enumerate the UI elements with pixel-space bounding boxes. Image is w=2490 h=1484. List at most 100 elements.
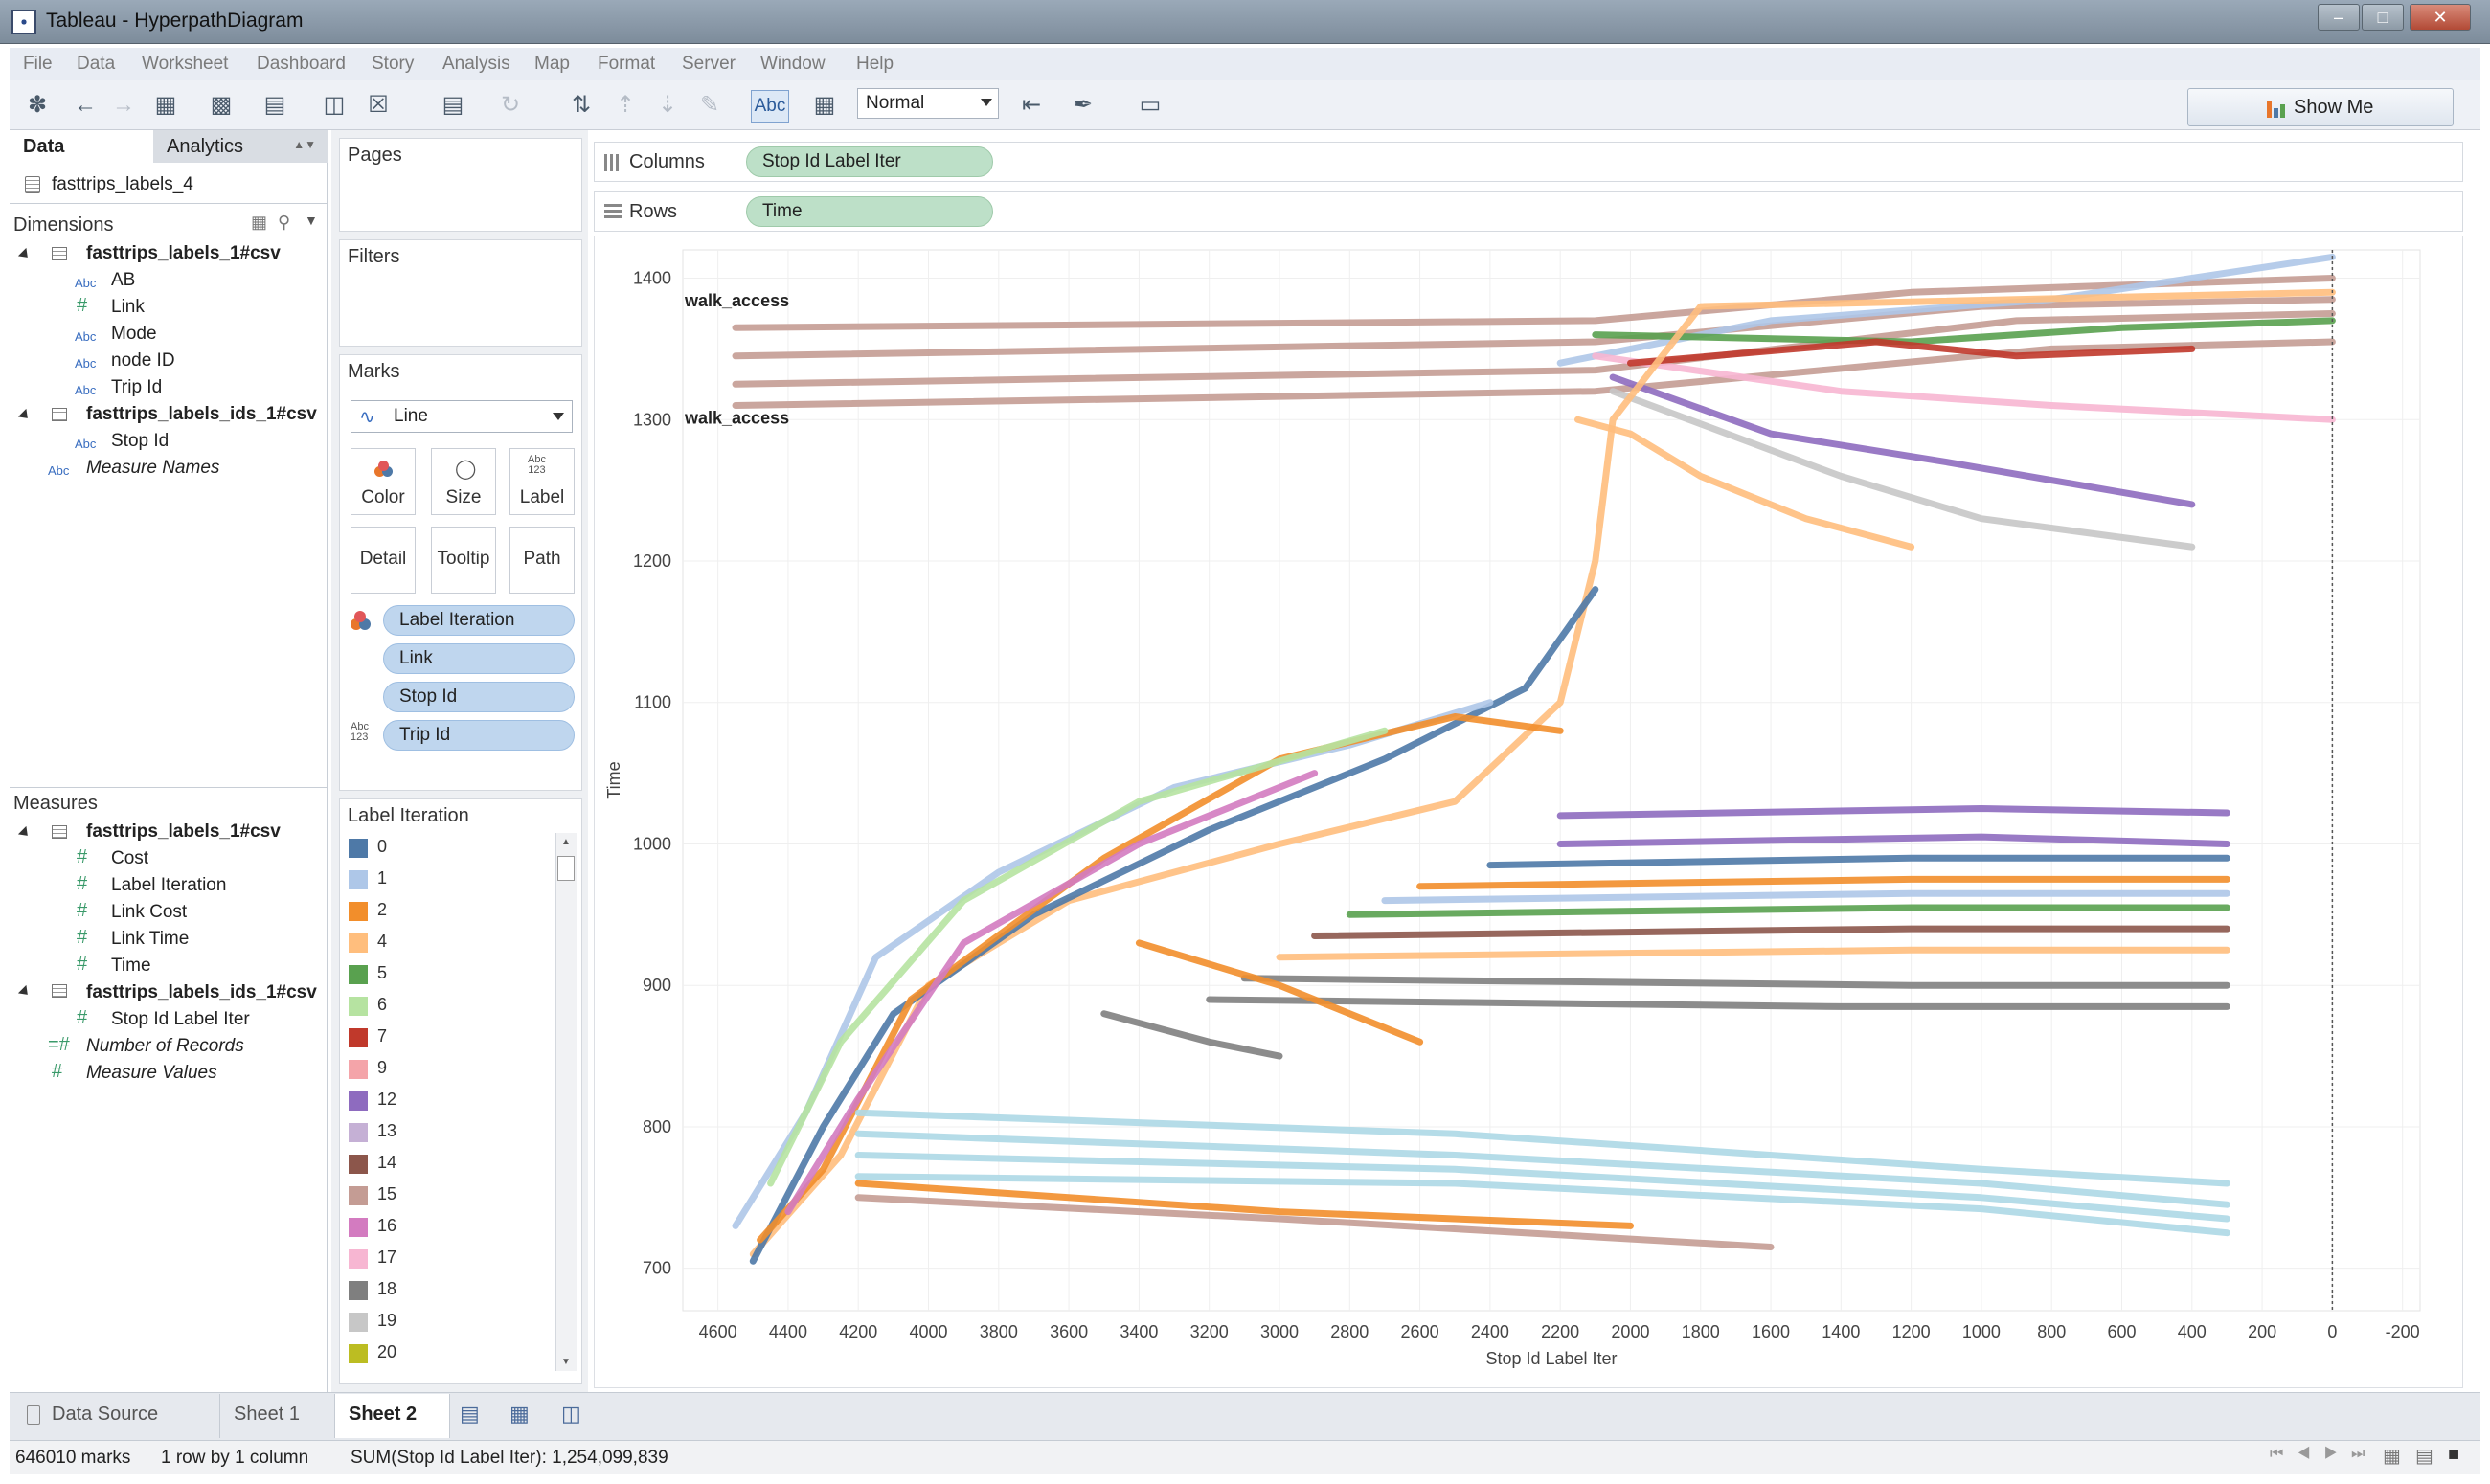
- field-measure-values[interactable]: Measure Values: [86, 1063, 217, 1083]
- columns-pill[interactable]: Stop Id Label Iter: [746, 146, 993, 177]
- tab-sheet-2[interactable]: Sheet 2: [335, 1394, 450, 1438]
- label-button[interactable]: Abc 123 Label: [509, 448, 575, 515]
- legend-swatch: [349, 1281, 368, 1300]
- tab-data-source[interactable]: Data Source: [13, 1394, 220, 1438]
- field-link-time[interactable]: Link Time: [111, 929, 190, 949]
- tab-data[interactable]: Data: [10, 130, 153, 163]
- x-tick-label: 1600: [1752, 1322, 1790, 1341]
- swap-rows-columns-icon[interactable]: ⇅: [571, 92, 592, 118]
- new-data-source-icon[interactable]: ▩: [210, 92, 233, 118]
- tableau-logo-icon[interactable]: ✽: [27, 92, 48, 118]
- columns-shelf[interactable]: Columns Stop Id Label Iter: [594, 142, 2463, 182]
- view-fit-select[interactable]: Normal: [857, 88, 999, 119]
- color-button[interactable]: Color: [351, 448, 416, 515]
- filters-card[interactable]: Filters: [339, 239, 582, 347]
- menu-worksheet[interactable]: Worksheet: [142, 54, 229, 74]
- field-mode[interactable]: Mode: [111, 324, 157, 344]
- pages-card[interactable]: Pages: [339, 138, 582, 232]
- menu-story[interactable]: Story: [372, 54, 415, 74]
- field-ab[interactable]: AB: [111, 270, 136, 290]
- redo-icon[interactable]: →: [112, 92, 135, 118]
- normal-view-icon[interactable]: ■: [2448, 1444, 2460, 1465]
- sheet-sorter-icon[interactable]: ▦: [2383, 1446, 2401, 1467]
- measure-table-name: fasttrips_labels_ids_1#csv: [86, 982, 317, 1002]
- size-button[interactable]: ◯ Size: [431, 448, 496, 515]
- menu-window[interactable]: Window: [760, 54, 826, 74]
- menu-file[interactable]: File: [23, 54, 53, 74]
- search-icon[interactable]: ⚲: [278, 213, 291, 232]
- mark-type-value: Line: [394, 406, 428, 426]
- tableau-app-icon: [11, 10, 36, 34]
- path-button[interactable]: Path: [509, 527, 575, 594]
- menu-dashboard[interactable]: Dashboard: [257, 54, 346, 74]
- tooltip-button[interactable]: Tooltip: [431, 527, 496, 594]
- scroll-down-icon[interactable]: ▼: [561, 1357, 571, 1367]
- new-worksheet-icon[interactable]: ▤: [460, 1402, 480, 1426]
- field-trip-id[interactable]: Trip Id: [111, 377, 163, 397]
- new-story-icon[interactable]: ◫: [561, 1402, 581, 1426]
- sort-descending-icon[interactable]: ⇣: [657, 92, 678, 118]
- pause-updates-icon[interactable]: ▤: [441, 92, 464, 118]
- show-me-button[interactable]: Show Me: [2187, 88, 2454, 126]
- field-stop-id-label-iter[interactable]: Stop Id Label Iter: [111, 1009, 250, 1029]
- presentation-mode-icon[interactable]: ▭: [1139, 92, 1162, 118]
- field-stop-id[interactable]: Stop Id: [111, 431, 170, 451]
- mark-pill-link[interactable]: Link: [383, 643, 575, 674]
- close-button[interactable]: ✕: [2410, 4, 2471, 31]
- minimize-button[interactable]: –: [2318, 4, 2360, 31]
- menu-map[interactable]: Map: [534, 54, 570, 74]
- detail-button[interactable]: Detail: [351, 527, 416, 594]
- sheet-nav-icons[interactable]: ⏮◀▶⏭: [2270, 1446, 2379, 1462]
- datasource-name[interactable]: fasttrips_labels_4: [52, 174, 193, 194]
- chevron-down-icon[interactable]: ▼: [305, 213, 318, 228]
- maximize-button[interactable]: □: [2362, 4, 2404, 31]
- series-line: [757, 713, 1564, 1244]
- divider: [10, 203, 328, 204]
- field-cost[interactable]: Cost: [111, 848, 149, 868]
- new-dashboard-icon[interactable]: ▦: [509, 1402, 530, 1426]
- mark-type-select[interactable]: ∿ Line: [351, 400, 573, 433]
- menu-analysis[interactable]: Analysis: [442, 54, 510, 74]
- field-label-iteration[interactable]: Label Iteration: [111, 875, 227, 895]
- menu-server[interactable]: Server: [682, 54, 736, 74]
- field-number-of-records[interactable]: Number of Records: [86, 1036, 244, 1056]
- field-measure-names[interactable]: Measure Names: [86, 458, 220, 478]
- new-worksheet-icon[interactable]: ▤: [263, 92, 286, 118]
- save-icon[interactable]: ▦: [154, 92, 177, 118]
- mark-pill-stop-id[interactable]: Stop Id: [383, 682, 575, 712]
- field-node-id[interactable]: node ID: [111, 350, 175, 371]
- refresh-icon[interactable]: ↻: [500, 92, 521, 118]
- undo-icon[interactable]: ←: [74, 92, 97, 118]
- x-tick-label: 3800: [980, 1322, 1018, 1341]
- highlighter-icon[interactable]: ✒: [1073, 92, 1094, 118]
- fix-axes-icon[interactable]: ⇤: [1021, 92, 1042, 118]
- menu-data[interactable]: Data: [77, 54, 116, 74]
- legend-scrollbar[interactable]: ▲ ▼: [555, 833, 577, 1371]
- tab-analytics[interactable]: Analytics ▲▼: [153, 130, 328, 163]
- clear-sheet-icon[interactable]: ☒: [368, 92, 389, 118]
- rows-pill[interactable]: Time: [746, 196, 993, 227]
- highlight-icon[interactable]: ✎: [699, 92, 720, 118]
- detail-label: Detail: [359, 549, 407, 569]
- mark-pill-label-iteration[interactable]: Label Iteration: [383, 605, 575, 636]
- hyperpath-chart[interactable]: 4600 4400 4200 4000 3800 3600 3400 3200 3000 2800…: [595, 236, 2464, 1389]
- scroll-up-icon[interactable]: ▲: [561, 837, 571, 847]
- sort-ascending-icon[interactable]: ⇡: [615, 92, 636, 118]
- menu-format[interactable]: Format: [598, 54, 656, 74]
- field-time[interactable]: Time: [111, 956, 151, 976]
- show-mark-labels-button[interactable]: Abc: [751, 90, 789, 123]
- fit-icon[interactable]: ▦: [813, 92, 836, 118]
- dimension-table-name: fasttrips_labels_ids_1#csv: [86, 404, 317, 424]
- rows-shelf[interactable]: Rows Time: [594, 191, 2463, 232]
- scroll-thumb[interactable]: [557, 856, 575, 881]
- duplicate-sheet-icon[interactable]: ◫: [323, 92, 346, 118]
- menu-help[interactable]: Help: [856, 54, 894, 74]
- view-options-icon[interactable]: ▦: [251, 213, 268, 232]
- tab-sheet-1[interactable]: Sheet 1: [220, 1394, 335, 1438]
- legend-swatch: [349, 1344, 368, 1363]
- field-link-cost[interactable]: Link Cost: [111, 902, 188, 922]
- field-link[interactable]: Link: [111, 297, 145, 317]
- filmstrip-icon[interactable]: ▤: [2415, 1446, 2433, 1467]
- mark-pill-trip-id[interactable]: Trip Id: [383, 720, 575, 751]
- viz-area[interactable]: 4600 4400 4200 4000 3800 3600 3400 3200 3000 2800…: [594, 236, 2463, 1388]
